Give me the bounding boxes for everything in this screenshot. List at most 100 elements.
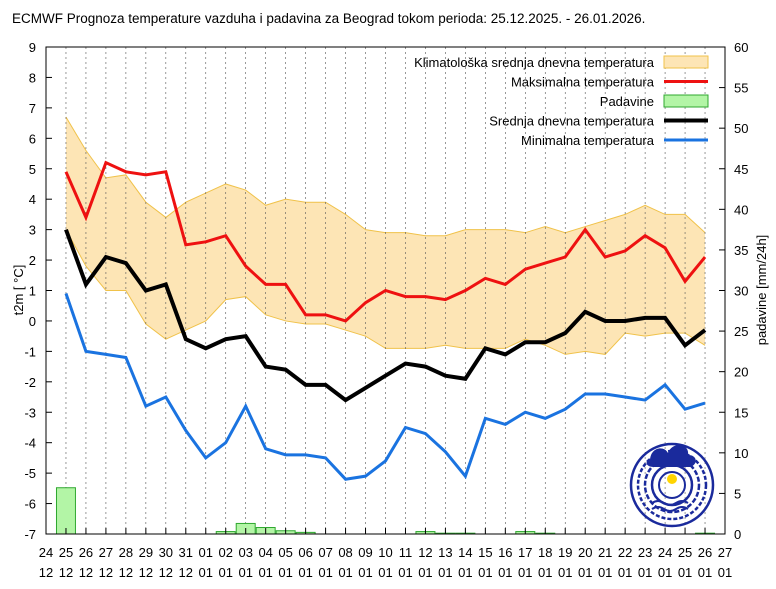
grid-lines (65, 47, 706, 534)
x-tick-day: 11 (399, 545, 413, 560)
legend: Klimatološka srednja dnevna temperatura M… (414, 55, 709, 148)
x-tick-day: 05 (278, 545, 292, 560)
y-tick-label: -2 (24, 375, 36, 390)
logo-ring-5 (658, 471, 686, 499)
x-tick-month: 01 (498, 565, 512, 580)
y2-tick-label: 35 (734, 243, 748, 258)
y-tick-label: 2 (29, 253, 36, 268)
y-tick-label: -7 (24, 527, 36, 542)
x-tick-month: 01 (678, 565, 692, 580)
y-tick-label: -5 (24, 466, 36, 481)
y2-tick-label: 45 (734, 162, 748, 177)
x-tick-month: 12 (99, 565, 113, 580)
legend-precipitation-swatch (663, 94, 709, 108)
x-tick-month: 01 (518, 565, 532, 580)
x-tick-day: 06 (298, 545, 312, 560)
x-tick-month: 01 (638, 565, 652, 580)
logo-cloud-icon (646, 444, 696, 467)
axes: 9876543210-1-2-3-4-5-6-76055504540353025… (24, 40, 748, 580)
max-temp-line (64, 160, 707, 323)
x-tick-month: 01 (538, 565, 552, 580)
x-tick-day: 16 (498, 545, 512, 560)
y-tick-label: 4 (29, 192, 36, 207)
x-tick-month: 01 (698, 565, 712, 580)
x-tick-month: 01 (458, 565, 472, 580)
x-tick-month: 01 (219, 565, 233, 580)
precipitation-bar (55, 487, 76, 535)
x-tick-month: 12 (59, 565, 73, 580)
x-tick-month: 01 (338, 565, 352, 580)
y2-tick-label: 60 (734, 40, 748, 55)
y-tick-label: 3 (29, 223, 36, 238)
y-tick-label: 7 (29, 101, 36, 116)
x-tick-day: 21 (598, 545, 612, 560)
x-tick-day: 13 (438, 545, 452, 560)
x-tick-day: 27 (99, 545, 113, 560)
y2-tick-label: 40 (734, 202, 748, 217)
y2-tick-label: 20 (734, 365, 748, 380)
x-tick-day: 08 (338, 545, 352, 560)
y-tick-label: -6 (24, 497, 36, 512)
y2-axis-label: padavine [mm/24h] (754, 235, 769, 346)
legend-precipitation-label: Padavine (600, 94, 654, 109)
x-tick-month: 12 (179, 565, 193, 580)
y2-tick-label: 10 (734, 446, 748, 461)
x-tick-month: 01 (658, 565, 672, 580)
x-tick-day: 02 (219, 545, 233, 560)
x-tick-day: 25 (59, 545, 73, 560)
x-tick-day: 25 (678, 545, 692, 560)
x-tick-day: 19 (558, 545, 572, 560)
x-tick-day: 24 (658, 545, 672, 560)
legend-mean-temp-label: Srednja dnevna temperatura (489, 114, 655, 129)
x-tick-month: 01 (378, 565, 392, 580)
x-tick-day: 26 (698, 545, 712, 560)
mean-temp-line (64, 228, 707, 403)
x-tick-day: 12 (418, 545, 432, 560)
x-tick-day: 07 (318, 545, 332, 560)
y-axis-label: t2m [ °C] (11, 265, 26, 316)
x-tick-day: 03 (238, 545, 252, 560)
x-tick-month: 01 (358, 565, 372, 580)
x-tick-day: 23 (638, 545, 652, 560)
y-tick-label: 9 (29, 40, 36, 55)
y2-tick-label: 0 (734, 527, 741, 542)
x-tick-month: 01 (578, 565, 592, 580)
x-tick-month: 01 (318, 565, 332, 580)
x-tick-month: 01 (238, 565, 252, 580)
y-tick-label: 1 (29, 284, 36, 299)
x-tick-month: 01 (618, 565, 632, 580)
x-tick-month: 01 (418, 565, 432, 580)
y-tick-label: -1 (24, 344, 36, 359)
x-tick-day: 17 (518, 545, 532, 560)
x-tick-month: 01 (598, 565, 612, 580)
legend-min-temp-label: Minimalna temperatura (521, 133, 655, 148)
x-tick-day: 24 (39, 545, 53, 560)
x-tick-day: 31 (179, 545, 193, 560)
x-tick-day: 26 (79, 545, 93, 560)
x-tick-day: 22 (618, 545, 632, 560)
y2-tick-label: 50 (734, 121, 748, 136)
logo-waves-icon (651, 500, 689, 512)
rhmz-logo (629, 442, 715, 528)
x-tick-day: 29 (139, 545, 153, 560)
y2-tick-label: 5 (734, 486, 741, 501)
y-tick-label: -3 (24, 405, 36, 420)
x-tick-day: 14 (458, 545, 472, 560)
legend-max-temp-label: Maksimalna temperatura (511, 75, 655, 90)
x-tick-month: 01 (298, 565, 312, 580)
climatology-area (65, 117, 706, 355)
temperature-lines (64, 160, 707, 481)
x-tick-day: 18 (538, 545, 552, 560)
x-tick-month: 01 (199, 565, 213, 580)
x-tick-month: 12 (119, 565, 133, 580)
min-temp-line (64, 293, 706, 481)
x-tick-day: 27 (718, 545, 732, 560)
y2-tick-label: 25 (734, 324, 748, 339)
logo-sun-icon (667, 474, 677, 484)
y2-tick-label: 30 (734, 284, 748, 299)
legend-climatology-label: Klimatološka srednja dnevna temperatura (414, 55, 655, 70)
x-tick-day: 28 (119, 545, 133, 560)
x-tick-month: 01 (438, 565, 452, 580)
y-tick-label: -4 (24, 436, 36, 451)
x-tick-month: 01 (718, 565, 732, 580)
